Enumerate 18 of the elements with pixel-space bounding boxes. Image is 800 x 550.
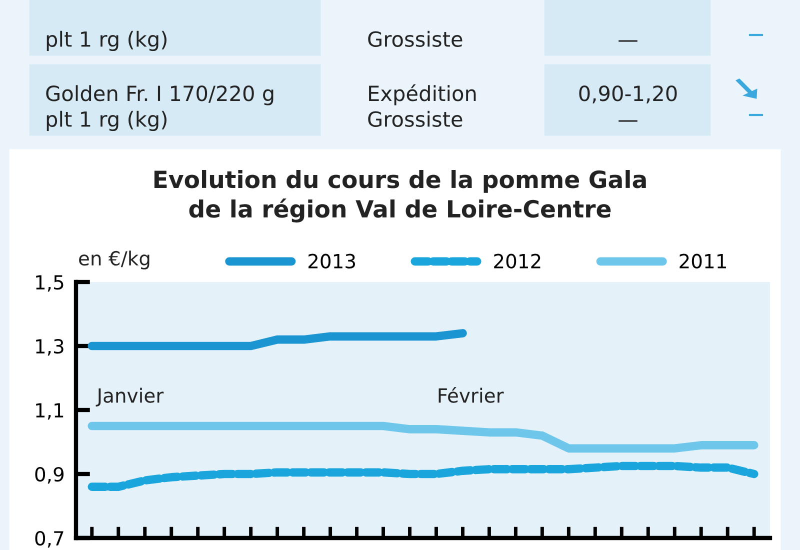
text: plt 1 rg (kg) (46, 30, 166, 51)
y-axis-title: en €/kg (79, 250, 150, 270)
annotation: Janvier (96, 388, 164, 406)
y-tick-label: 0,7 (35, 530, 64, 548)
legend-label: 2011 (680, 254, 726, 269)
text: Golden Fr. I 170/220 g plt 1 rg (kg) (46, 85, 274, 131)
legend-label: 2013 (308, 254, 355, 269)
y-tick-label: 1,3 (36, 338, 64, 356)
legend-label: 2012 (494, 254, 540, 269)
annotation: Février (438, 387, 504, 403)
text: 0,90-1,20 — (579, 86, 677, 122)
y-tick-label: 1,1 (36, 403, 64, 420)
text: Expédition Grossiste (368, 84, 476, 127)
y-tick-label: 1,5 (36, 275, 64, 292)
chart-title: Evolution du cours de la pomme Gala de la région Val de Loire-Centre (154, 170, 646, 222)
text: Grossiste (368, 30, 462, 47)
text: — (618, 40, 638, 42)
y-tick-label: 0,9 (35, 466, 64, 484)
